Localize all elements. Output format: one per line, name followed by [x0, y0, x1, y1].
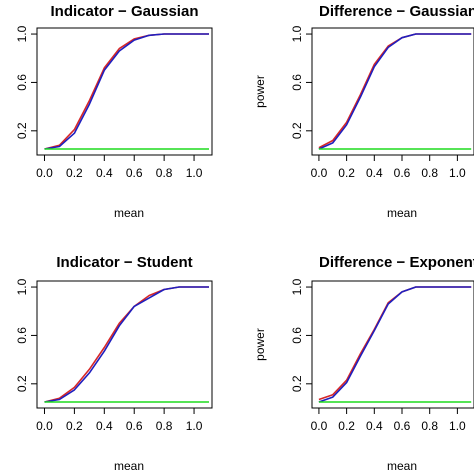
- series-line-red: [318, 286, 472, 401]
- x-tick-label: 0.6: [394, 166, 411, 180]
- chart-panel-2: Difference − Gaussian 0.0 0.2 0.4 0.6 0.8 1.0 0…: [253, 3, 474, 220]
- x-tick-label: 0.0: [36, 419, 53, 433]
- x-tick-label: 0.4: [96, 166, 113, 180]
- y-tick-label: 0.2: [290, 375, 304, 392]
- x-tick-label: 0.4: [96, 419, 113, 433]
- x-tick-label: 0.6: [126, 166, 143, 180]
- x-tick-label: 0.6: [126, 419, 143, 433]
- chart-title: Difference − Exponent: [319, 254, 474, 271]
- series-group: [44, 33, 209, 150]
- chart-panel-1: Indicator − Gaussian 0.0 0.2 0.4 0.6 0.8 1.0 0.…: [15, 3, 213, 220]
- y-tick-label: 0.2: [290, 122, 304, 139]
- series-group: [44, 286, 209, 403]
- plot-frame: [311, 27, 474, 156]
- y-tick-label: 1.0: [290, 278, 304, 295]
- x-tick-label: 0.8: [156, 419, 173, 433]
- x-axis-label: mean: [114, 206, 144, 220]
- series-line-blue: [318, 286, 472, 403]
- x-tick-label: 0.0: [36, 166, 53, 180]
- x-tick-label: 0.8: [156, 166, 173, 180]
- y-axis-label: power: [253, 328, 267, 361]
- x-tick-label: 0.2: [338, 419, 355, 433]
- y-tick-label: 0.6: [290, 327, 304, 344]
- chart-panel-3: Indicator − Student 0.0 0.2 0.4 0.6 0.8 1.0 0.2…: [15, 254, 213, 473]
- x-tick-label: 0.8: [421, 419, 438, 433]
- x-axis-label: mean: [114, 459, 144, 473]
- y-axis-label: power: [253, 75, 267, 108]
- series-line-blue: [318, 33, 472, 150]
- y-tick-label: 0.2: [15, 375, 29, 392]
- y-tick-label: 1.0: [15, 278, 29, 295]
- series-line-red: [44, 33, 209, 150]
- x-tick-label: 0.0: [311, 166, 328, 180]
- x-axis-label: mean: [387, 206, 417, 220]
- x-axis-label: mean: [387, 459, 417, 473]
- x-tick-label: 0.4: [366, 166, 383, 180]
- series-group: [318, 33, 472, 150]
- y-tick-label: 0.6: [290, 74, 304, 91]
- x-tick-label: 0.0: [311, 419, 328, 433]
- y-tick-label: 0.6: [15, 74, 29, 91]
- x-tick-label: 0.6: [394, 419, 411, 433]
- y-tick-label: 0.2: [15, 122, 29, 139]
- plot-frame: [36, 280, 213, 409]
- series-group: [318, 286, 472, 403]
- x-tick-label: 0.4: [366, 419, 383, 433]
- plot-frame: [311, 280, 474, 409]
- plot-frame: [36, 27, 213, 156]
- x-tick-label: 0.2: [66, 419, 83, 433]
- chart-title: Indicator − Gaussian: [51, 3, 199, 20]
- series-line-blue: [44, 286, 209, 403]
- chart-panel-4: Difference − Exponent 0.0 0.2 0.4 0.6 0.8 1.0 0…: [253, 254, 474, 473]
- x-tick-label: 1.0: [186, 166, 203, 180]
- series-line-blue: [44, 33, 209, 150]
- x-tick-label: 1.0: [449, 166, 466, 180]
- x-tick-label: 1.0: [186, 419, 203, 433]
- chart-title: Difference − Gaussian: [319, 3, 474, 20]
- y-tick-label: 0.6: [15, 327, 29, 344]
- x-tick-label: 0.8: [421, 166, 438, 180]
- series-line-red: [44, 286, 209, 403]
- chart-title: Indicator − Student: [56, 254, 192, 271]
- y-tick-label: 1.0: [290, 25, 304, 42]
- x-tick-label: 0.2: [66, 166, 83, 180]
- y-tick-label: 1.0: [15, 25, 29, 42]
- x-tick-label: 1.0: [449, 419, 466, 433]
- x-tick-label: 0.2: [338, 166, 355, 180]
